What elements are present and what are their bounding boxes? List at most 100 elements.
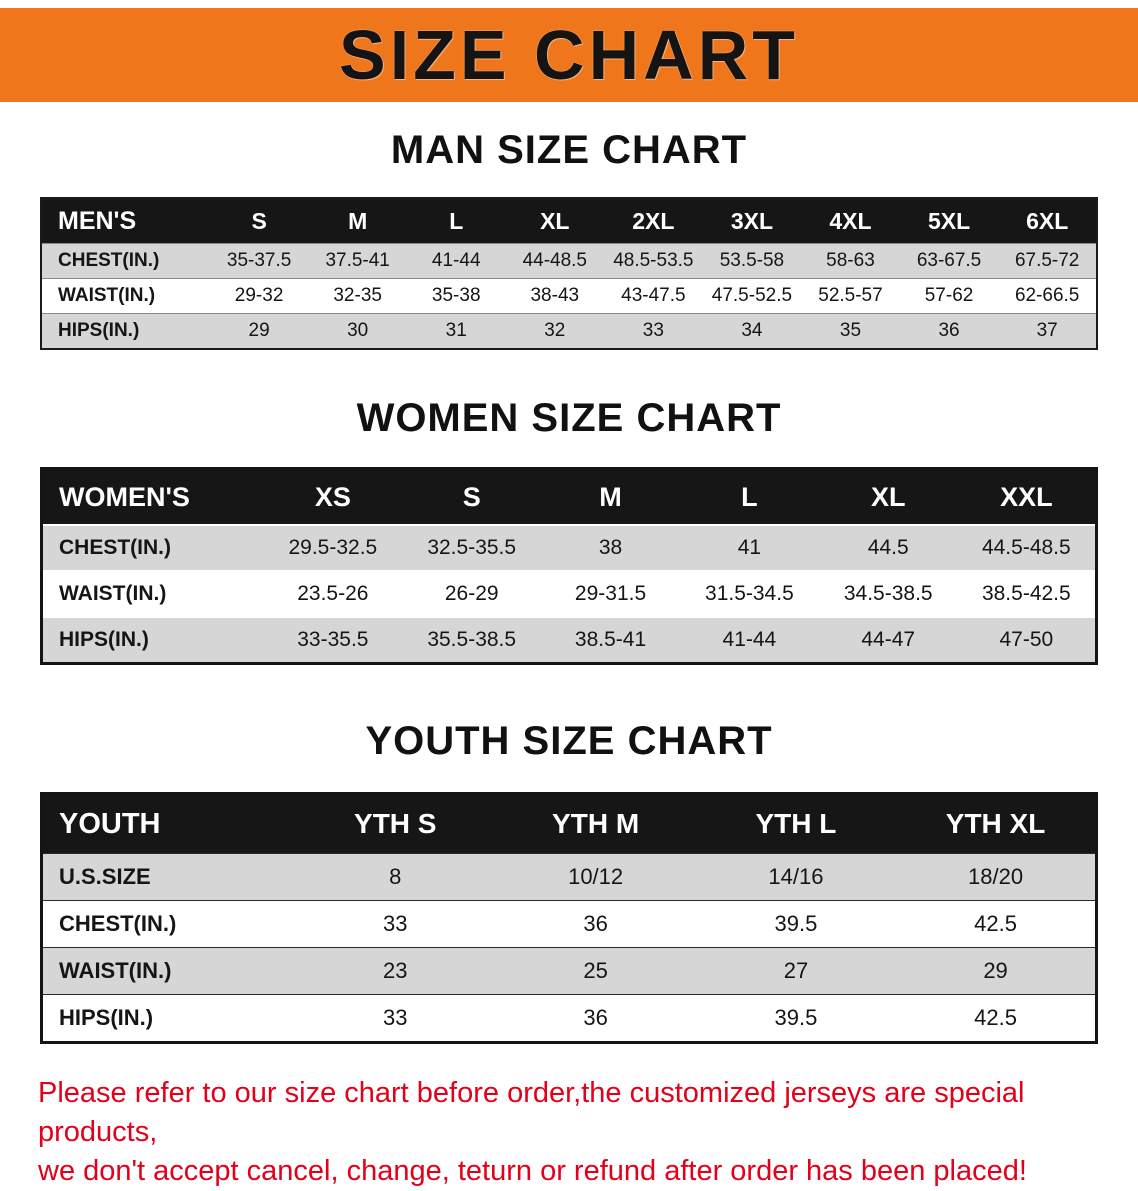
value-cell: 32-35 [308,278,407,314]
size-header-cell: YTH S [295,793,496,854]
men-section-heading: MAN SIZE CHART [390,128,748,172]
table-row: HIPS(IN.) 29 30 31 32 33 34 35 36 37 [41,313,1097,349]
size-header-cell: 3XL [702,198,802,244]
table-row: HIPS(IN.) 33-35.5 35.5-38.5 38.5-41 41-44 44-… [41,616,1097,664]
disclaimer-line-1: Please refer to our size chart before or… [38,1077,1025,1149]
row-label-cell: WAIST(IN.) [41,570,264,617]
row-label-cell: HIPS(IN.) [41,616,264,664]
value-cell: 31.5-34.5 [679,570,819,617]
value-cell: 34.5-38.5 [818,570,958,617]
value-cell: 33 [604,313,703,349]
table-title-cell: YOUTH [41,793,296,854]
size-header-cell: S [209,198,309,244]
value-cell: 67.5-72 [998,243,1097,279]
row-label-cell: HIPS(IN.) [41,994,296,1043]
value-cell: 8 [295,853,496,901]
value-cell: 23.5-26 [263,570,403,617]
table-header-row: WOMEN'S XS S M L XL XXL [41,468,1097,525]
value-cell: 39.5 [695,994,897,1043]
value-cell: 29-31.5 [541,570,680,617]
size-header-cell: XXL [957,468,1097,525]
row-label-cell: WAIST(IN.) [41,278,210,314]
size-header-cell: XL [505,198,605,244]
value-cell: 37 [998,313,1097,349]
value-cell: 29 [209,313,309,349]
table-row: CHEST(IN.) 33 36 39.5 42.5 [41,900,1097,948]
value-cell: 25 [495,947,696,995]
size-header-cell: YTH L [695,793,897,854]
value-cell: 38 [541,524,680,571]
value-cell: 47.5-52.5 [702,278,802,314]
value-cell: 58-63 [801,243,900,279]
size-header-cell: M [308,198,407,244]
row-label-cell: CHEST(IN.) [41,243,210,279]
table-header-row: YOUTH YTH S YTH M YTH L YTH XL [41,793,1097,854]
value-cell: 37.5-41 [308,243,407,279]
table-row: WAIST(IN.) 29-32 32-35 35-38 38-43 43-47.5 47.… [41,278,1097,314]
youth-section-heading: YOUTH SIZE CHART [365,719,773,763]
size-header-cell: XL [818,468,958,525]
men-size-table: MEN'S S M L XL 2XL 3XL 4XL 5XL 6XL CHEST(IN.) 35-37… [40,197,1098,350]
table-title-cell: WOMEN'S [41,468,264,525]
table-row: WAIST(IN.) 23.5-26 26-29 29-31.5 31.5-34.5 34… [41,570,1097,617]
table-row: CHEST(IN.) 29.5-32.5 32.5-35.5 38 41 44.5 44.5… [41,524,1097,571]
value-cell: 35-38 [406,278,506,314]
size-header-cell: 4XL [801,198,900,244]
table-header-row: MEN'S S M L XL 2XL 3XL 4XL 5XL 6XL [41,198,1097,244]
value-cell: 38.5-41 [541,616,680,664]
table-row: HIPS(IN.) 33 36 39.5 42.5 [41,994,1097,1043]
table-row: WAIST(IN.) 23 25 27 29 [41,947,1097,995]
value-cell: 29 [896,947,1097,995]
value-cell: 32.5-35.5 [402,524,542,571]
table-row: U.S.SIZE 8 10/12 14/16 18/20 [41,853,1097,901]
disclaimer-line-2: we don't accept cancel, change, teturn o… [38,1155,1027,1188]
value-cell: 35 [801,313,900,349]
value-cell: 44-48.5 [505,243,605,279]
youth-size-table: YOUTH YTH S YTH M YTH L YTH XL U.S.SIZE 8 10/12… [40,792,1098,1044]
size-header-cell: L [679,468,819,525]
size-header-cell: XS [263,468,403,525]
size-header-cell: S [402,468,542,525]
size-header-cell: L [406,198,506,244]
value-cell: 42.5 [896,900,1097,948]
value-cell: 27 [695,947,897,995]
row-label-cell: U.S.SIZE [41,853,296,901]
value-cell: 38-43 [505,278,605,314]
size-header-cell: M [541,468,680,525]
row-label-cell: CHEST(IN.) [41,900,296,948]
value-cell: 38.5-42.5 [957,570,1097,617]
value-cell: 62-66.5 [998,278,1097,314]
row-label-cell: CHEST(IN.) [41,524,264,571]
value-cell: 35.5-38.5 [402,616,542,664]
row-label-cell: HIPS(IN.) [41,313,210,349]
value-cell: 29-32 [209,278,309,314]
value-cell: 36 [899,313,999,349]
size-header-cell: YTH XL [896,793,1097,854]
value-cell: 41-44 [406,243,506,279]
banner-title: SIZE CHART [339,16,799,94]
size-header-cell: YTH M [495,793,696,854]
value-cell: 31 [406,313,506,349]
value-cell: 42.5 [896,994,1097,1043]
value-cell: 26-29 [402,570,542,617]
women-section-heading: WOMEN SIZE CHART [356,396,782,440]
value-cell: 34 [702,313,802,349]
value-cell: 44.5 [818,524,958,571]
value-cell: 29.5-32.5 [263,524,403,571]
value-cell: 52.5-57 [801,278,900,314]
value-cell: 57-62 [899,278,999,314]
table-title-cell: MEN'S [41,198,210,244]
value-cell: 47-50 [957,616,1097,664]
value-cell: 44.5-48.5 [957,524,1097,571]
value-cell: 33 [295,900,496,948]
value-cell: 10/12 [495,853,696,901]
value-cell: 18/20 [896,853,1097,901]
value-cell: 44-47 [818,616,958,664]
banner: SIZE CHART [0,8,1138,102]
value-cell: 39.5 [695,900,897,948]
value-cell: 43-47.5 [604,278,703,314]
value-cell: 41-44 [679,616,819,664]
women-size-table: WOMEN'S XS S M L XL XXL CHEST(IN.) 29.5-32.5 32.5… [40,467,1098,665]
row-label-cell: WAIST(IN.) [41,947,296,995]
